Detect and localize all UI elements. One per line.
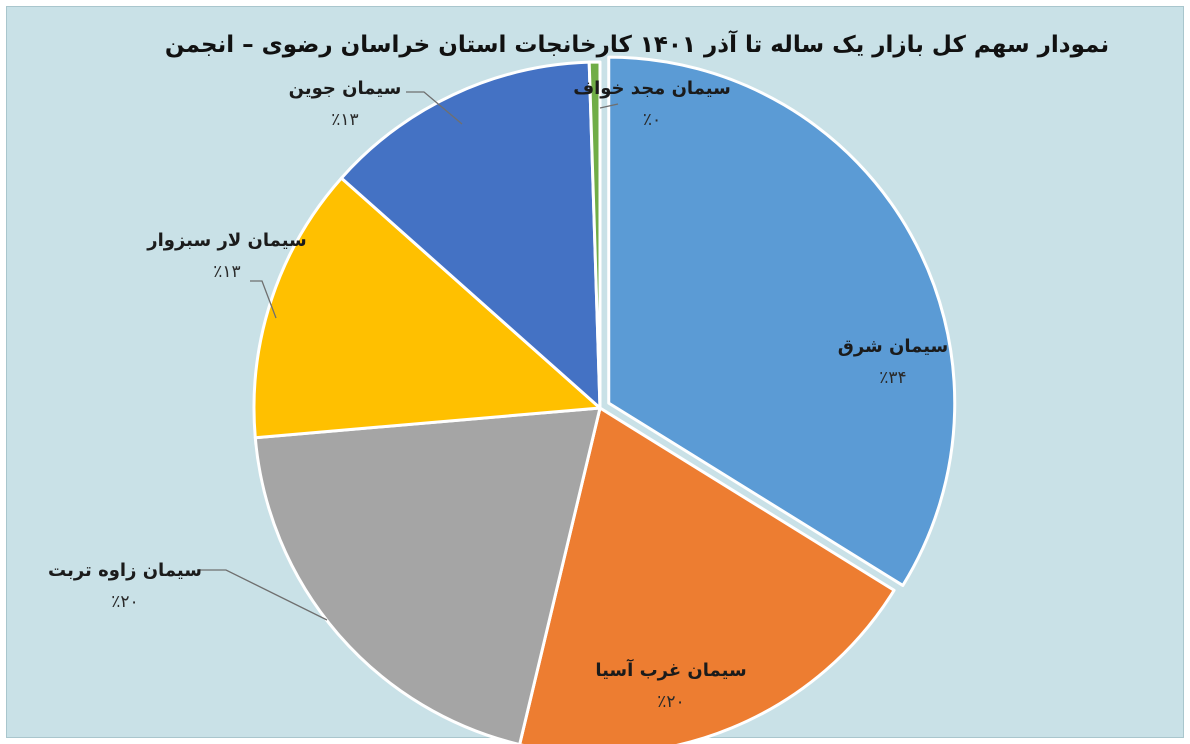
slice-label: سیمان مجد خواف — [573, 78, 731, 99]
pie-slice — [518, 406, 896, 744]
data-labels: سیمان شرق ٪۳۴ سیمان غرب آسیا ٪۲۰ سیمان زاوه … — [48, 78, 948, 712]
pie-slice — [607, 55, 957, 587]
leader-line — [599, 103, 619, 109]
pie-slice — [587, 60, 602, 410]
leader-lines — [198, 91, 619, 621]
slice-label: سیمان زاوه تربت — [48, 560, 202, 581]
slice-label: سیمان شرق — [838, 336, 949, 357]
chart-title: نمودار سهم کل بازار یک ساله تا آذر ۱۴۰۱ … — [165, 29, 1109, 58]
slice-value-label: ٪۳۴ — [879, 368, 906, 388]
slice-label: سیمان جوین — [289, 78, 402, 99]
leader-line — [406, 91, 463, 125]
pie-slice — [253, 406, 602, 744]
slice-label: سیمان لار سبزوار — [146, 230, 307, 251]
slice-label: سیمان غرب آسیا — [595, 658, 746, 681]
leader-line — [250, 280, 277, 319]
leader-line — [198, 569, 328, 621]
slice-value-label: ٪۱۳ — [331, 110, 358, 130]
slice-value-label: ٪۲۰ — [111, 592, 138, 612]
pie-slice — [252, 176, 602, 440]
slice-value-label: ٪۱۳ — [213, 262, 240, 282]
slice-value-label: ٪۰ — [643, 110, 661, 130]
slice-value-label: ٪۲۰ — [657, 692, 684, 712]
pie-slice — [339, 60, 602, 410]
pie-slices — [252, 55, 957, 744]
